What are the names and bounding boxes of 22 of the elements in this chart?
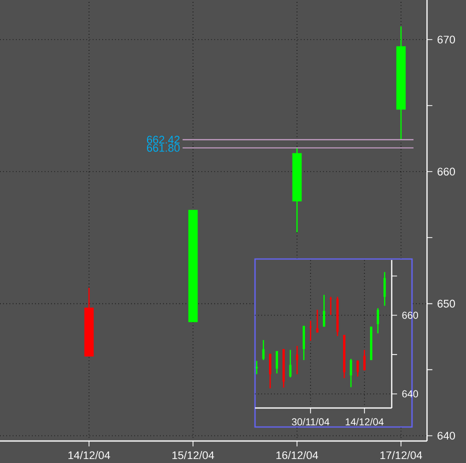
candlestick [269, 353, 272, 389]
candlestick [309, 320, 312, 342]
ref-line-label: 661.80 [147, 144, 180, 152]
y-tick-label: 670 [438, 36, 455, 44]
x-tick-label: 14/12/04 [346, 418, 384, 426]
candlestick [363, 349, 366, 371]
ref-line-label: 662.42 [147, 136, 180, 144]
y-tick-label: 650 [438, 300, 455, 308]
y-tick-label: 660 [438, 168, 455, 176]
x-tick-label: 15/12/04 [172, 451, 214, 460]
x-tick-label: 16/12/04 [276, 451, 318, 460]
x-tick-label: 17/12/04 [380, 451, 422, 460]
x-tick-label: 30/11/04 [292, 418, 330, 426]
candlestick [316, 309, 318, 334]
candlestick [276, 350, 278, 374]
x-tick-label: 14/12/04 [68, 451, 110, 460]
candlestick [302, 325, 305, 361]
y-tick-label: 640 [438, 432, 455, 440]
candlestick [256, 360, 258, 375]
candlestick [289, 349, 292, 378]
candlestick [383, 271, 386, 306]
candlestick [356, 360, 359, 378]
